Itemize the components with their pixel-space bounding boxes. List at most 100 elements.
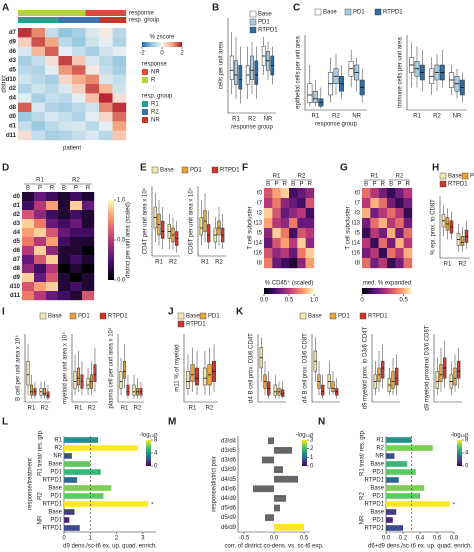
heatmap-cell <box>70 237 83 247</box>
heatmap-cell <box>297 198 306 209</box>
x-tick-label: R1 <box>121 406 129 412</box>
box <box>457 360 461 379</box>
bar <box>386 485 425 491</box>
x-axis-label: response group <box>315 122 357 128</box>
heatmap-cell <box>45 93 59 103</box>
heatmap-cell <box>264 198 273 209</box>
y-axis-label: response/treatment <box>28 458 34 510</box>
y-axis-label: plasma cell per unit area x 10⁴ <box>108 327 115 408</box>
heatmap-cell <box>34 291 47 301</box>
colorbar <box>108 200 114 280</box>
heatmap-cell <box>362 238 371 249</box>
heatmap-cell <box>34 228 47 238</box>
heatmap-cell <box>264 238 273 249</box>
bar <box>274 495 286 502</box>
heatmap-cell <box>99 37 113 47</box>
heatmap-cell <box>58 46 73 57</box>
y-tick-label: RTPD1 <box>364 502 384 508</box>
y-tick-label: d6/d9 <box>221 525 237 531</box>
track-cell <box>85 17 100 23</box>
y-tick-label: PD1 <box>50 470 62 476</box>
colorbar-tick-label: 0 <box>310 464 314 470</box>
heatmap-cell <box>403 188 413 199</box>
box <box>460 236 465 246</box>
heatmap-cell <box>82 237 95 247</box>
box <box>321 384 325 396</box>
heatmap-cell <box>305 238 315 249</box>
row-label: d5 <box>9 68 17 74</box>
heatmap-cell <box>272 198 281 209</box>
column-label: R <box>86 186 91 192</box>
heatmap-cell <box>45 28 59 38</box>
heatmap-cell <box>370 218 379 229</box>
y-axis-label: % epi. prox. to CD8T <box>431 199 437 255</box>
row-label: d1 <box>13 203 21 209</box>
heatmap-cell <box>58 102 73 113</box>
y-tick-label: Base <box>48 510 62 516</box>
heatmap-cell <box>362 188 371 199</box>
y-axis-label: d9 myeloid proximal D3/6 CD8T <box>425 325 431 410</box>
x-tick-label: NR <box>453 114 462 120</box>
colorbar-tick-label: 0.0 <box>117 278 126 284</box>
heatmap-cell <box>403 248 413 259</box>
x-tick-label: R1 <box>189 406 197 412</box>
colorbar <box>362 288 412 294</box>
y-tick-label: d3/d6 <box>221 458 237 464</box>
heatmap-cell <box>112 74 127 85</box>
row-label: t7 <box>355 201 361 207</box>
heatmap-cell <box>85 46 100 57</box>
heatmap-cell <box>70 210 83 220</box>
heatmap-cell <box>58 255 71 265</box>
x-tick-label: R2 <box>88 406 96 412</box>
box <box>381 360 385 379</box>
heatmap-cell <box>58 56 73 66</box>
heatmap-cell <box>272 238 281 249</box>
row-label: t8 <box>257 261 263 267</box>
heatmap-cell <box>289 208 298 219</box>
y-tick-label: d5/d9 <box>221 515 237 521</box>
column-group-label: R2 <box>72 178 80 184</box>
x-axis-label: corr. of district co-dens. vs. sc-t6 exp… <box>224 544 323 550</box>
heatmap-cell <box>22 291 35 301</box>
panel-label: J <box>168 307 174 318</box>
heatmap-cell <box>46 264 59 274</box>
heatmap-cell <box>370 228 379 239</box>
row-label: d1 <box>9 124 17 130</box>
colorbar-label: -log₁₀p <box>296 433 315 439</box>
legend-label: Base <box>308 314 322 320</box>
row-label: d6 <box>13 248 21 254</box>
heatmap-cell <box>58 210 71 220</box>
heatmap-cell <box>34 237 47 247</box>
bar <box>64 485 112 491</box>
heatmap-cell <box>58 219 71 229</box>
heatmap-cell <box>46 219 59 229</box>
heatmap-cell <box>378 198 388 209</box>
heatmap-cell <box>58 130 73 141</box>
x-axis-label: patient <box>63 146 81 152</box>
row-label: t14 <box>254 241 263 247</box>
heatmap-cell <box>72 121 86 131</box>
heatmap-cell <box>387 208 396 219</box>
bar <box>64 501 149 507</box>
bar <box>253 485 274 493</box>
heatmap-cell <box>378 228 388 239</box>
heatmap-cell <box>58 28 73 38</box>
colorbar-tick-label: 0.5 <box>285 298 294 304</box>
colorbar-tick-label: 0 <box>465 464 469 470</box>
column-label: P <box>397 182 401 188</box>
panel-label: B <box>212 3 219 14</box>
bar <box>386 477 399 483</box>
heatmap-cell <box>362 208 371 219</box>
heatmap-cell <box>395 238 404 249</box>
row-label: t14 <box>352 241 361 247</box>
colorbar-label: -log₁₀p <box>140 433 159 439</box>
bar <box>274 504 280 512</box>
legend-swatch <box>142 69 148 75</box>
row-label: t5 <box>355 231 361 237</box>
y-tick-label: R2 <box>54 446 62 452</box>
y-tick-label: d4/d6 <box>221 486 237 492</box>
bar <box>386 509 397 515</box>
heatmap-cell <box>34 192 47 202</box>
colorbar <box>302 440 307 466</box>
heatmap-cell <box>58 93 73 103</box>
